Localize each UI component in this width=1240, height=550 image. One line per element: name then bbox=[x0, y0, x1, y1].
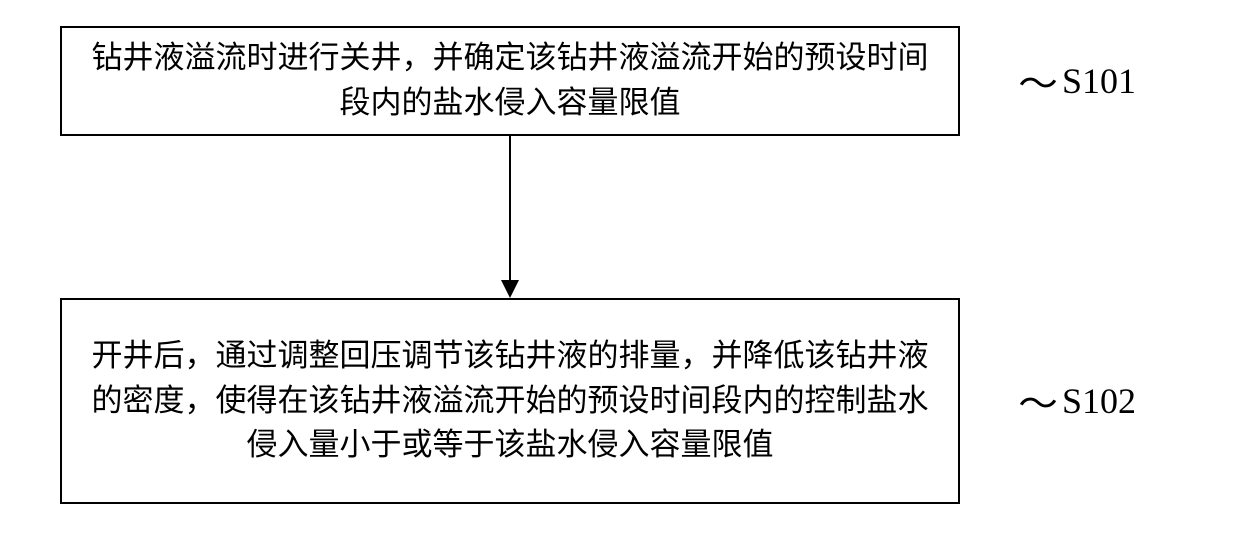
step-label-s102: 〜 S102 bbox=[1020, 375, 1136, 427]
flowchart-canvas: 钻井液溢流时进行关井，并确定该钻井液溢流开始的预设时间段内的盐水侵入容量限值 〜… bbox=[0, 0, 1240, 550]
step-label-text-s102: S102 bbox=[1062, 380, 1136, 422]
step-label-s101: 〜 S101 bbox=[1020, 55, 1136, 107]
step-box-s101: 钻井液溢流时进行关井，并确定该钻井液溢流开始的预设时间段内的盐水侵入容量限值 bbox=[60, 26, 960, 136]
step-box-s102: 开井后，通过调整回压调节该钻井液的排量，并降低该钻井液的密度，使得在该钻井液溢流… bbox=[60, 298, 960, 504]
arrow-head-s101-s102 bbox=[501, 280, 519, 298]
step-label-text-s101: S101 bbox=[1062, 60, 1136, 102]
step-text-s102: 开井后，通过调整回压调节该钻井液的排量，并降低该钻井液的密度，使得在该钻井液溢流… bbox=[80, 334, 940, 469]
arrow-line-s101-s102 bbox=[509, 136, 512, 280]
step-text-s101: 钻井液溢流时进行关井，并确定该钻井液溢流开始的预设时间段内的盐水侵入容量限值 bbox=[80, 36, 940, 126]
brace-icon: 〜 bbox=[1018, 55, 1058, 107]
brace-icon: 〜 bbox=[1018, 375, 1058, 427]
